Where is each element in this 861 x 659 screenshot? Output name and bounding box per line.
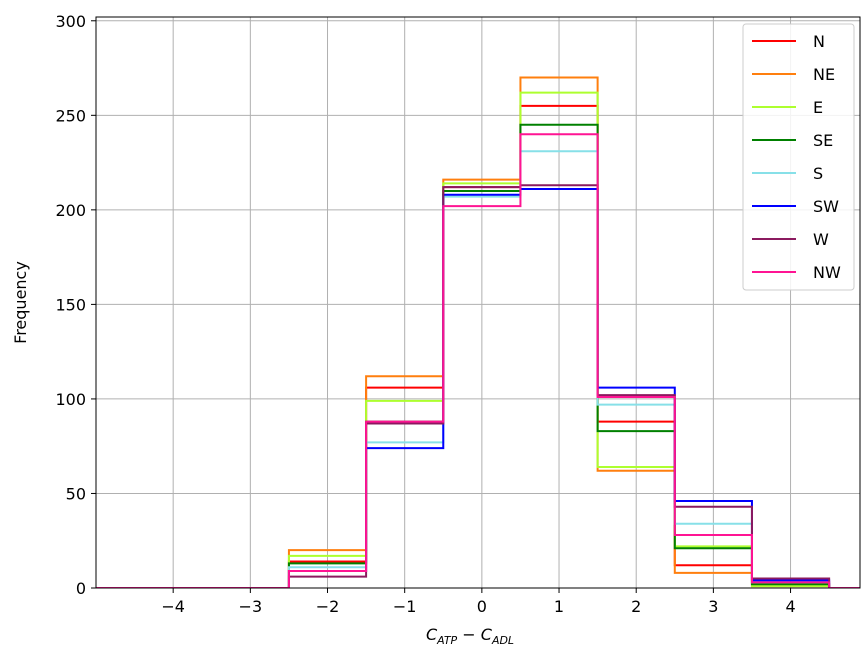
y-axis-label: Frequency	[11, 261, 30, 344]
series-line-w	[96, 184, 860, 588]
series-group	[96, 76, 860, 588]
legend-label-n: N	[813, 32, 825, 51]
x-label-sub2: ADL	[491, 634, 514, 647]
legend-label-w: W	[813, 230, 829, 249]
series-line-ne	[96, 76, 860, 588]
x-tick-label: 3	[708, 597, 718, 616]
legend-label-sw: SW	[813, 197, 839, 216]
axis-ticks: −4 −3 −2 −1 0 1 2 3 4 0 50 100 150 200 250 300	[55, 12, 795, 616]
x-label-minus: −	[457, 625, 481, 644]
x-tick-label: −3	[239, 597, 263, 616]
x-axis-label: CATP − CADL	[426, 625, 514, 647]
y-tick-label: 250	[55, 106, 86, 125]
legend: N NE E SE S SW W NW	[742, 23, 855, 291]
legend-label-se: SE	[813, 131, 833, 150]
grid-lines	[96, 17, 860, 589]
legend-label-e: E	[813, 98, 823, 117]
series-line-e	[96, 91, 860, 588]
x-tick-label: 2	[631, 597, 641, 616]
x-label-sub1: ATP	[436, 634, 457, 647]
y-tick-label: 150	[55, 295, 86, 314]
legend-label-ne: NE	[813, 65, 835, 84]
legend-label-nw: NW	[813, 263, 841, 282]
y-tick-label: 100	[55, 390, 86, 409]
x-tick-label: −2	[316, 597, 340, 616]
x-tick-label: −4	[161, 597, 185, 616]
series-line-n	[96, 104, 860, 588]
legend-label-s: S	[813, 164, 823, 183]
series-line-sw	[96, 188, 860, 588]
y-tick-label: 0	[76, 579, 86, 598]
x-tick-label: 1	[554, 597, 564, 616]
x-tick-label: −1	[393, 597, 417, 616]
x-label-main: C	[426, 625, 438, 644]
y-tick-label: 50	[66, 484, 86, 503]
y-tick-label: 200	[55, 201, 86, 220]
series-line-nw	[96, 133, 860, 588]
x-label-main-2: C	[481, 625, 493, 644]
legend-box	[742, 23, 855, 291]
series-line-s	[96, 150, 860, 588]
x-tick-label: 0	[477, 597, 487, 616]
y-tick-label: 300	[55, 12, 86, 31]
plot-frame	[95, 16, 861, 589]
x-tick-label: 4	[785, 597, 795, 616]
